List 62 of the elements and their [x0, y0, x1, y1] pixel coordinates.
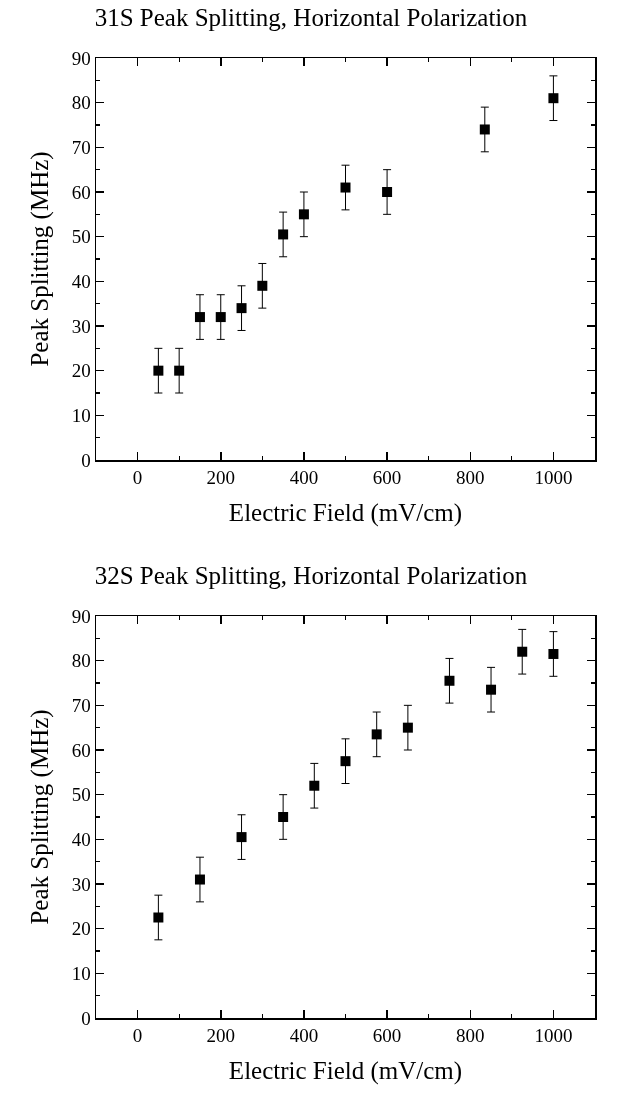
point — [236, 832, 247, 843]
y-tick-label: 10 — [71, 962, 91, 984]
point — [517, 646, 528, 657]
y-tick-label: 50 — [71, 784, 91, 806]
y-tick-label: 10 — [71, 404, 91, 426]
x-tick-label: 800 — [456, 467, 485, 489]
point — [236, 303, 247, 314]
y-tick-label: 90 — [71, 47, 91, 69]
x-tick-label: 1000 — [534, 1025, 573, 1047]
point — [479, 124, 490, 135]
y-tick-label: 0 — [81, 449, 91, 471]
point — [153, 365, 164, 376]
point — [257, 280, 268, 291]
y-tick-label: 30 — [71, 873, 91, 895]
x-tick-label: 600 — [372, 1025, 402, 1047]
x-tick-label: 1000 — [534, 467, 573, 489]
y-tick-label: 90 — [71, 605, 91, 627]
point — [340, 756, 351, 767]
chart-title: 31S Peak Splitting, Horizontal Polarization — [94, 3, 528, 31]
point — [194, 312, 205, 323]
x-tick-label: 200 — [206, 1025, 235, 1047]
y-tick-label: 40 — [71, 270, 91, 292]
point — [174, 365, 185, 376]
point — [548, 93, 559, 104]
x-tick-label: 400 — [289, 467, 319, 489]
y-axis-title: Peak Splitting (MHz) — [25, 709, 54, 925]
x-tick-label: 0 — [132, 467, 143, 489]
y-tick-label: 30 — [71, 315, 91, 337]
y-tick-label: 20 — [71, 360, 91, 382]
point — [278, 229, 289, 240]
x-tick-label: 400 — [289, 1025, 319, 1047]
chart-title: 32S Peak Splitting, Horizontal Polarization — [94, 561, 528, 589]
y-tick-label: 60 — [71, 739, 91, 761]
x-axis-title: Electric Field (mV/cm) — [228, 1057, 463, 1086]
point — [194, 874, 205, 885]
point — [340, 182, 351, 193]
y-tick-label: 80 — [71, 650, 91, 672]
point — [298, 209, 309, 220]
point — [153, 912, 164, 923]
y-tick-label: 70 — [71, 694, 91, 716]
x-tick-label: 800 — [456, 1025, 485, 1047]
x-tick-label: 600 — [372, 467, 402, 489]
x-axis-title: Electric Field (mV/cm) — [228, 499, 463, 528]
point — [402, 722, 413, 733]
y-tick-label: 60 — [71, 181, 91, 203]
y-tick-label: 40 — [71, 828, 91, 850]
y-tick-label: 20 — [71, 918, 91, 940]
point — [215, 312, 226, 323]
point — [548, 648, 559, 659]
y-tick-label: 0 — [81, 1007, 91, 1029]
y-tick-label: 50 — [71, 226, 91, 248]
x-tick-label: 0 — [132, 1025, 143, 1047]
y-tick-label: 80 — [71, 92, 91, 114]
point — [382, 187, 393, 197]
point — [309, 780, 320, 791]
x-tick-label: 200 — [206, 467, 235, 489]
point — [486, 684, 497, 695]
point — [278, 812, 289, 822]
y-tick-label: 70 — [71, 136, 91, 158]
y-axis-title: Peak Splitting (MHz) — [25, 151, 54, 367]
point — [371, 729, 382, 740]
point — [444, 675, 455, 686]
